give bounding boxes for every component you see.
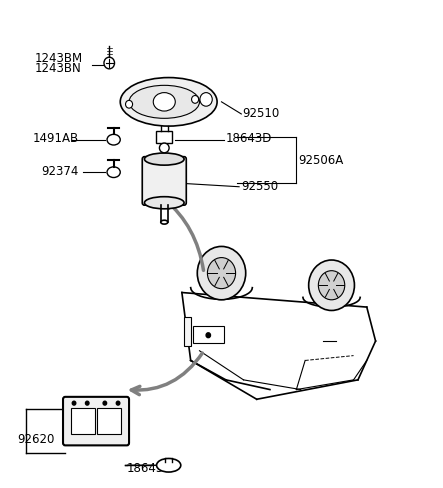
Text: 18645B: 18645B: [127, 462, 172, 475]
Ellipse shape: [107, 134, 120, 145]
Circle shape: [103, 401, 107, 405]
Text: 92506A: 92506A: [299, 154, 344, 167]
FancyBboxPatch shape: [142, 157, 187, 205]
Bar: [184, 317, 190, 346]
Bar: [193, 326, 224, 344]
Text: 1491AB: 1491AB: [32, 132, 78, 145]
Circle shape: [116, 401, 120, 405]
Ellipse shape: [107, 167, 120, 178]
Circle shape: [197, 246, 246, 300]
Circle shape: [104, 57, 115, 69]
Circle shape: [207, 258, 236, 288]
Ellipse shape: [156, 458, 181, 472]
Circle shape: [125, 101, 132, 108]
Circle shape: [319, 271, 345, 300]
Ellipse shape: [159, 143, 169, 153]
Text: 18643D: 18643D: [226, 132, 272, 145]
Circle shape: [309, 260, 354, 310]
Ellipse shape: [161, 220, 168, 224]
Bar: [97, 408, 121, 434]
Ellipse shape: [153, 93, 175, 111]
Ellipse shape: [144, 153, 184, 165]
Text: 92510: 92510: [243, 107, 280, 120]
Circle shape: [200, 93, 212, 106]
Text: 92374: 92374: [41, 164, 78, 178]
Text: 1243BN: 1243BN: [35, 62, 81, 75]
Circle shape: [85, 401, 89, 405]
FancyBboxPatch shape: [63, 397, 129, 446]
Ellipse shape: [120, 78, 217, 126]
Circle shape: [206, 333, 210, 338]
Bar: [71, 408, 95, 434]
Bar: [156, 131, 172, 143]
Ellipse shape: [129, 85, 199, 118]
Text: 92550: 92550: [241, 180, 279, 193]
Ellipse shape: [144, 197, 184, 209]
Text: 92620: 92620: [17, 433, 54, 446]
Text: 1243BM: 1243BM: [35, 52, 82, 65]
Circle shape: [191, 96, 198, 103]
Circle shape: [72, 401, 76, 405]
